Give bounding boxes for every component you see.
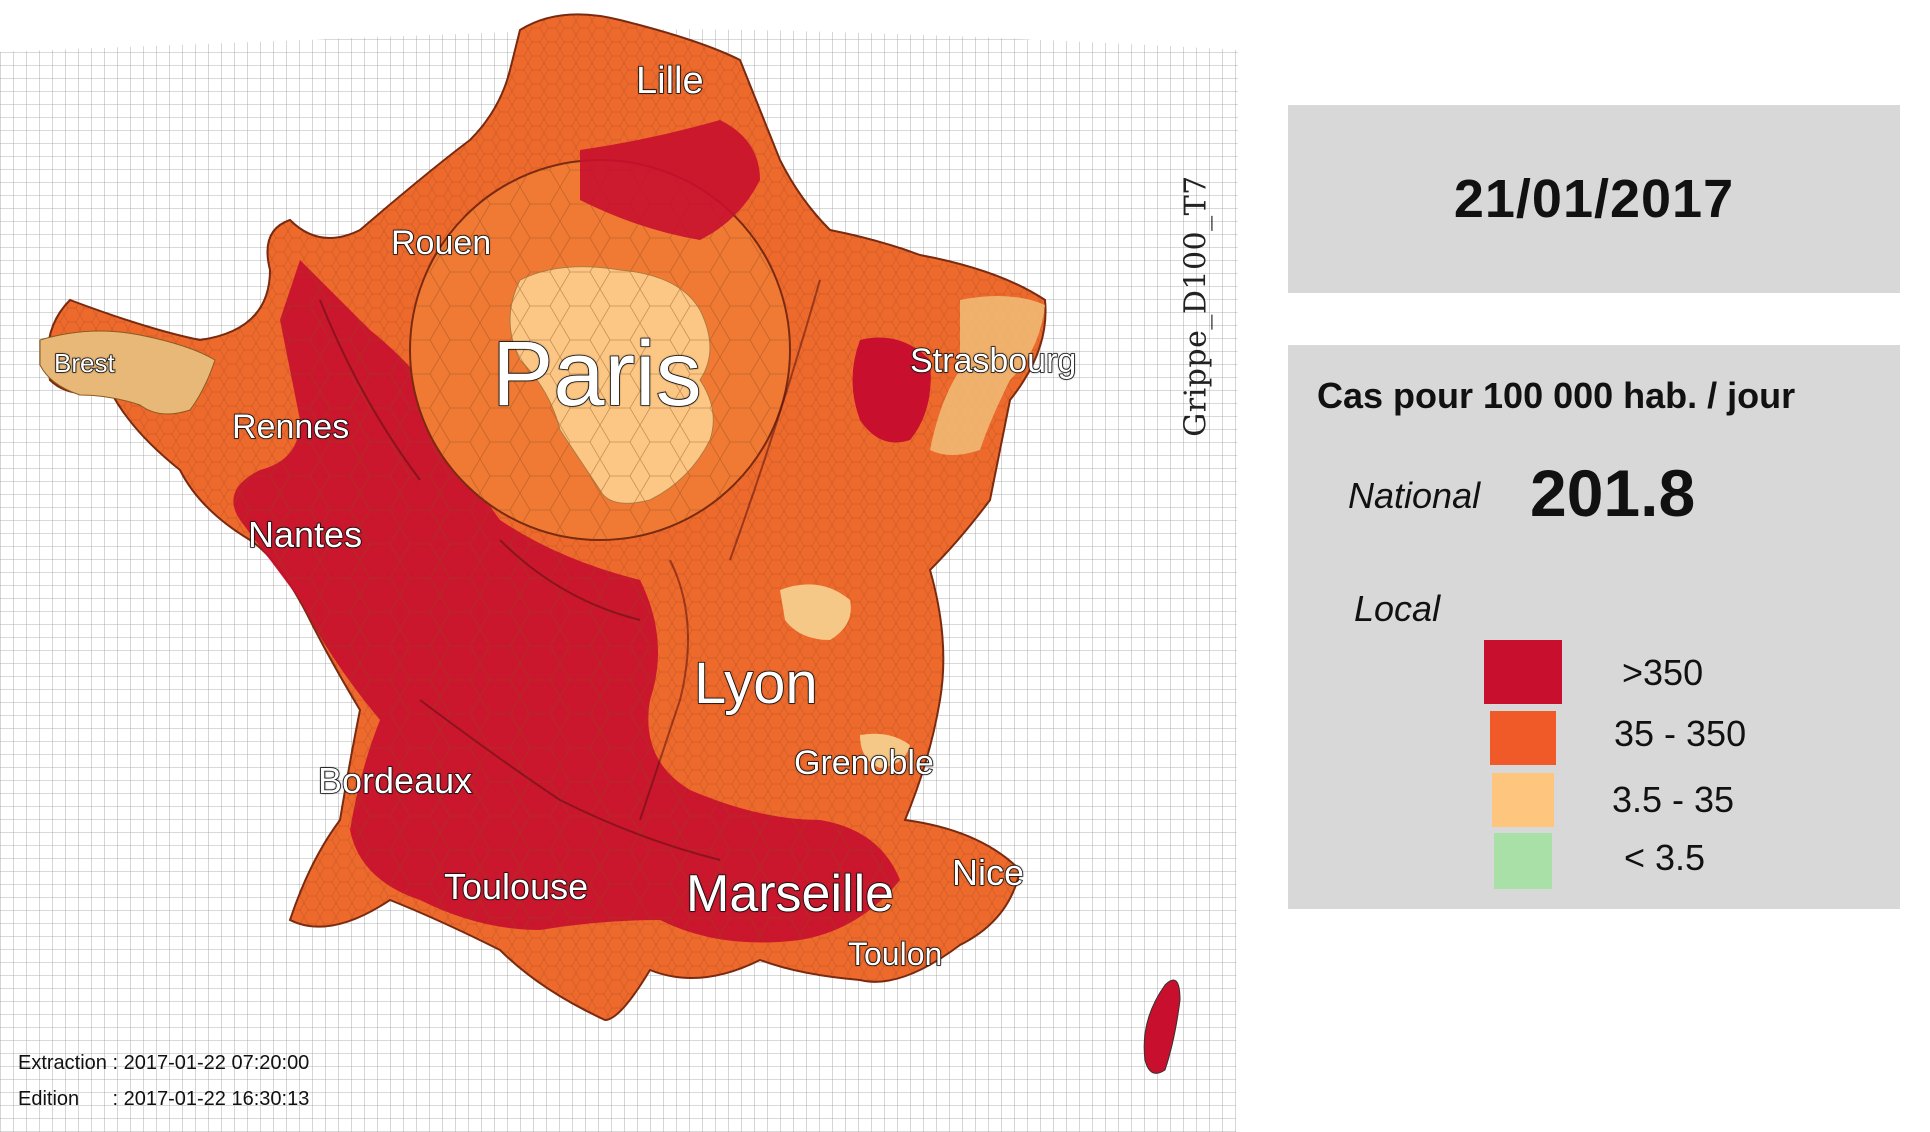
city-label-brest: Brest [53, 347, 115, 379]
legend-label-very-low: < 3.5 [1624, 837, 1706, 878]
france-shape [39, 13, 1181, 1074]
region-lyon-pale [780, 584, 851, 640]
region-east-red [852, 337, 931, 443]
legend-swatch-medium [1490, 711, 1556, 765]
region-north-red [580, 120, 760, 240]
national-value: 201.8 [1530, 456, 1696, 530]
city-label-grenoble: Grenoble [793, 743, 934, 783]
date-text: 21/01/2017 [1453, 169, 1735, 229]
national-label: National [1348, 475, 1481, 516]
city-label-strasbourg: Strasbourg [909, 341, 1077, 381]
date-panel: 21/01/2017 [1288, 105, 1900, 293]
legend-swatch-very-low [1494, 833, 1552, 889]
city-label-toulouse: Toulouse [443, 865, 589, 908]
extraction-timestamp: Extraction : 2017-01-22 07:20:00 [18, 1052, 310, 1074]
legend-swatch-low [1492, 773, 1554, 827]
city-label-bordeaux: Bordeaux [317, 759, 473, 802]
cartogram-svg [0, 13, 1238, 1132]
city-label-marseille: Marseille [685, 864, 895, 924]
city-label-nice: Nice [951, 851, 1025, 894]
local-label: Local [1354, 588, 1441, 629]
city-label-lille: Lille [635, 59, 704, 103]
legend-label-medium: 35 - 350 [1614, 713, 1747, 754]
legend-title: Cas pour 100 000 hab. / jour [1317, 375, 1796, 416]
legend-swatch-high [1484, 640, 1562, 704]
region-brittany [39, 330, 216, 415]
legend-panel: Cas pour 100 000 hab. / jour National 20… [1288, 345, 1900, 909]
legend-label-low: 3.5 - 35 [1612, 779, 1735, 820]
cartogram-map: Lille Rouen Paris Strasbourg Brest Renne… [0, 13, 1238, 1132]
legend-label-high: >350 [1622, 652, 1704, 693]
region-east-pale [930, 296, 1045, 455]
region-corsica [1143, 979, 1181, 1074]
city-label-toulon: Toulon [847, 935, 943, 973]
city-label-rouen: Rouen [390, 223, 492, 263]
city-label-paris: Paris [491, 322, 702, 426]
city-label-nantes: Nantes [247, 513, 363, 556]
edition-timestamp: Edition : 2017-01-22 16:30:13 [18, 1088, 310, 1110]
city-label-rennes: Rennes [231, 407, 350, 447]
map-side-label: Grippe_D100_T7 [1178, 175, 1214, 437]
city-label-lyon: Lyon [693, 650, 818, 717]
